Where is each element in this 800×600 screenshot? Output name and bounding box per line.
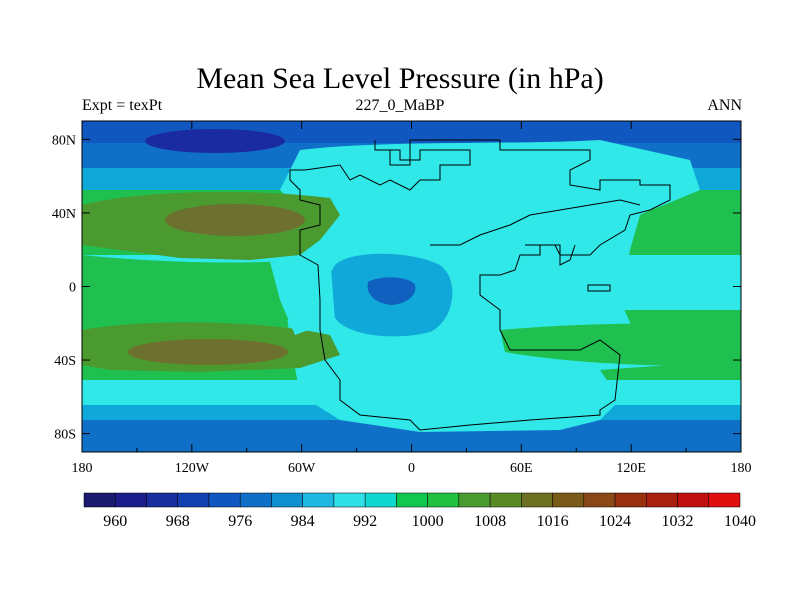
lon-label: 180 bbox=[72, 461, 93, 476]
lat-label: 0 bbox=[69, 281, 76, 296]
south-high-core bbox=[128, 339, 288, 365]
colorbar-swatch bbox=[614, 492, 647, 508]
colorbar-swatch bbox=[583, 492, 616, 508]
arctic-low bbox=[145, 129, 285, 153]
colorbar-swatch bbox=[114, 492, 147, 508]
colorbar-label: 960 bbox=[103, 513, 127, 530]
lon-label: 0 bbox=[408, 461, 415, 476]
colorbar-swatch bbox=[396, 492, 428, 508]
experiment-id: 227_0_MaBP bbox=[355, 97, 445, 114]
lon-label: 60W bbox=[288, 461, 316, 476]
west-tropical-field bbox=[82, 255, 300, 320]
colorbar-label: 1024 bbox=[599, 513, 631, 530]
colorbar-label: 1008 bbox=[474, 513, 506, 530]
colorbar-label: 1016 bbox=[537, 513, 569, 530]
colorbar-swatch bbox=[364, 492, 397, 508]
lon-label: 120W bbox=[175, 461, 210, 476]
lon-label: 60E bbox=[510, 461, 533, 476]
lat-label: 40N bbox=[52, 207, 76, 222]
colorbar-label: 1040 bbox=[724, 513, 756, 530]
lon-label: 120E bbox=[616, 461, 646, 476]
colorbar-swatch bbox=[208, 492, 241, 508]
colorbar-swatch bbox=[83, 492, 116, 508]
coastline-inner bbox=[430, 199, 641, 246]
equatorial-low-core bbox=[367, 277, 416, 305]
north-high-core bbox=[165, 204, 305, 236]
lat-label: 80S bbox=[54, 428, 76, 443]
colorbar-label: 968 bbox=[166, 513, 190, 530]
map-plot-area bbox=[82, 121, 741, 452]
colorbar-swatch bbox=[302, 492, 335, 508]
lat-label: 80N bbox=[52, 133, 76, 148]
colorbar-label: 984 bbox=[291, 513, 315, 530]
map-axes: 180 120W 60W 0 60E 120E 180 80N 40N 0 40S 80S bbox=[52, 121, 752, 476]
colorbar-swatch bbox=[521, 492, 553, 508]
experiment-label: Expt = texPt bbox=[82, 97, 163, 114]
colorbar-label: 1032 bbox=[662, 513, 694, 530]
colorbar-swatch bbox=[271, 492, 303, 508]
lon-label: 180 bbox=[731, 461, 752, 476]
colorbar-label: 976 bbox=[228, 513, 252, 530]
island bbox=[587, 284, 611, 292]
coastline bbox=[289, 139, 671, 431]
colorbar-swatch bbox=[677, 492, 710, 508]
colorbar-swatch bbox=[489, 492, 522, 508]
chart-title: Mean Sea Level Pressure (in hPa) bbox=[196, 62, 604, 95]
colorbar: 960 968 976 984 992 1000 1008 1016 1024 1032 1040 bbox=[83, 492, 756, 530]
colorbar-swatch bbox=[239, 492, 272, 508]
east-high-south bbox=[500, 323, 741, 366]
colorbar-swatch bbox=[552, 492, 585, 508]
coastline-peninsula bbox=[525, 244, 576, 266]
colorbar-label: 1000 bbox=[412, 513, 444, 530]
colorbar-swatch bbox=[177, 492, 210, 508]
colorbar-swatch bbox=[708, 492, 741, 508]
colorbar-label: 992 bbox=[353, 513, 377, 530]
colorbar-swatch bbox=[646, 492, 678, 508]
colorbar-swatch bbox=[146, 492, 178, 508]
east-high-north bbox=[640, 193, 741, 250]
colorbar-swatch bbox=[333, 492, 366, 508]
colorbar-swatch bbox=[458, 492, 491, 508]
lat-label: 40S bbox=[54, 354, 76, 369]
season-label: ANN bbox=[707, 97, 742, 114]
north-cyan-field bbox=[380, 142, 690, 190]
colorbar-swatch bbox=[427, 492, 460, 508]
